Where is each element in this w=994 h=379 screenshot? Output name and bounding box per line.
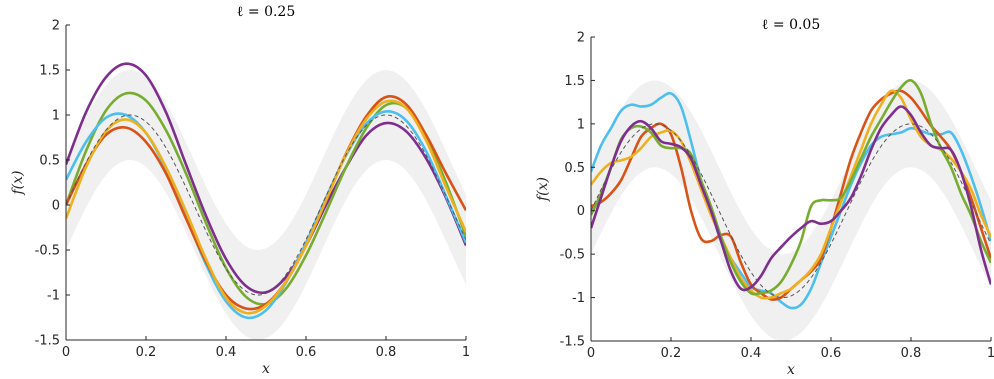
y-tick-label: 1.5 <box>39 64 60 79</box>
series-line-5 <box>591 105 991 292</box>
y-tick-label: 1 <box>52 109 60 124</box>
series-line-3 <box>591 89 991 300</box>
x-axis-label: x <box>262 361 270 377</box>
x-axis-label: x <box>787 362 795 378</box>
x-tick-label: 0.2 <box>136 345 157 360</box>
y-tick-label: -1.5 <box>35 334 60 349</box>
series-line-5 <box>66 99 466 315</box>
x-tick-label: 0.8 <box>376 345 397 360</box>
chart-panel-2: -1.5 -1 -0.5 0 0.5 1 1.5 2 0 0.2 0.4 0.6 0.8 1 ℓ = 0.0… <box>535 17 994 378</box>
x-tick-label: 0.4 <box>216 345 237 360</box>
y-tick-label: 0.5 <box>39 154 60 169</box>
y-tick-label: 2 <box>52 19 60 34</box>
x-tick-label: 0.8 <box>901 346 922 361</box>
x-tick-label: 0 <box>587 346 595 361</box>
mean-line <box>66 114 466 296</box>
y-tick-label: 1.5 <box>564 74 585 89</box>
series-line-3 <box>66 110 466 320</box>
x-tick-label: 1 <box>987 346 994 361</box>
chart-panel-1: -1.5 -1 -0.5 0 0.5 1 1.5 2 0 0.2 0.4 0.6 0.8 1 ℓ = 0.2… <box>10 4 470 377</box>
confidence-band <box>591 80 991 341</box>
confidence-band <box>66 70 466 340</box>
y-tick-label: -1.5 <box>560 335 585 350</box>
series-line-1 <box>66 62 466 295</box>
x-tick-label: 0.2 <box>661 346 682 361</box>
y-tick-label: 0 <box>52 199 60 214</box>
x-tick-label: 0.6 <box>821 346 842 361</box>
y-axis-label: f(x) <box>535 177 551 202</box>
series-line-4 <box>66 95 466 311</box>
y-tick-label: 0 <box>577 204 585 219</box>
y-tick-label: 2 <box>577 31 585 46</box>
y-tick-label: 0.5 <box>564 161 585 176</box>
y-tick-label: 1 <box>577 117 585 132</box>
series-line-1 <box>591 91 991 310</box>
y-tick-label: -1 <box>47 289 60 304</box>
y-axis-label: f(x) <box>10 170 26 195</box>
chart-title: ℓ = 0.05 <box>762 17 821 33</box>
y-tick-label: -0.5 <box>35 244 60 259</box>
x-tick-label: 0.6 <box>296 345 317 360</box>
y-tick-label: -0.5 <box>560 248 585 263</box>
mean-line <box>591 123 991 299</box>
x-tick-label: 1 <box>462 345 470 360</box>
y-tick-label: -1 <box>572 291 585 306</box>
series-line-4 <box>591 78 991 296</box>
x-tick-label: 0.4 <box>741 346 762 361</box>
x-tick-label: 0 <box>62 345 70 360</box>
chart-title: ℓ = 0.25 <box>237 4 296 20</box>
